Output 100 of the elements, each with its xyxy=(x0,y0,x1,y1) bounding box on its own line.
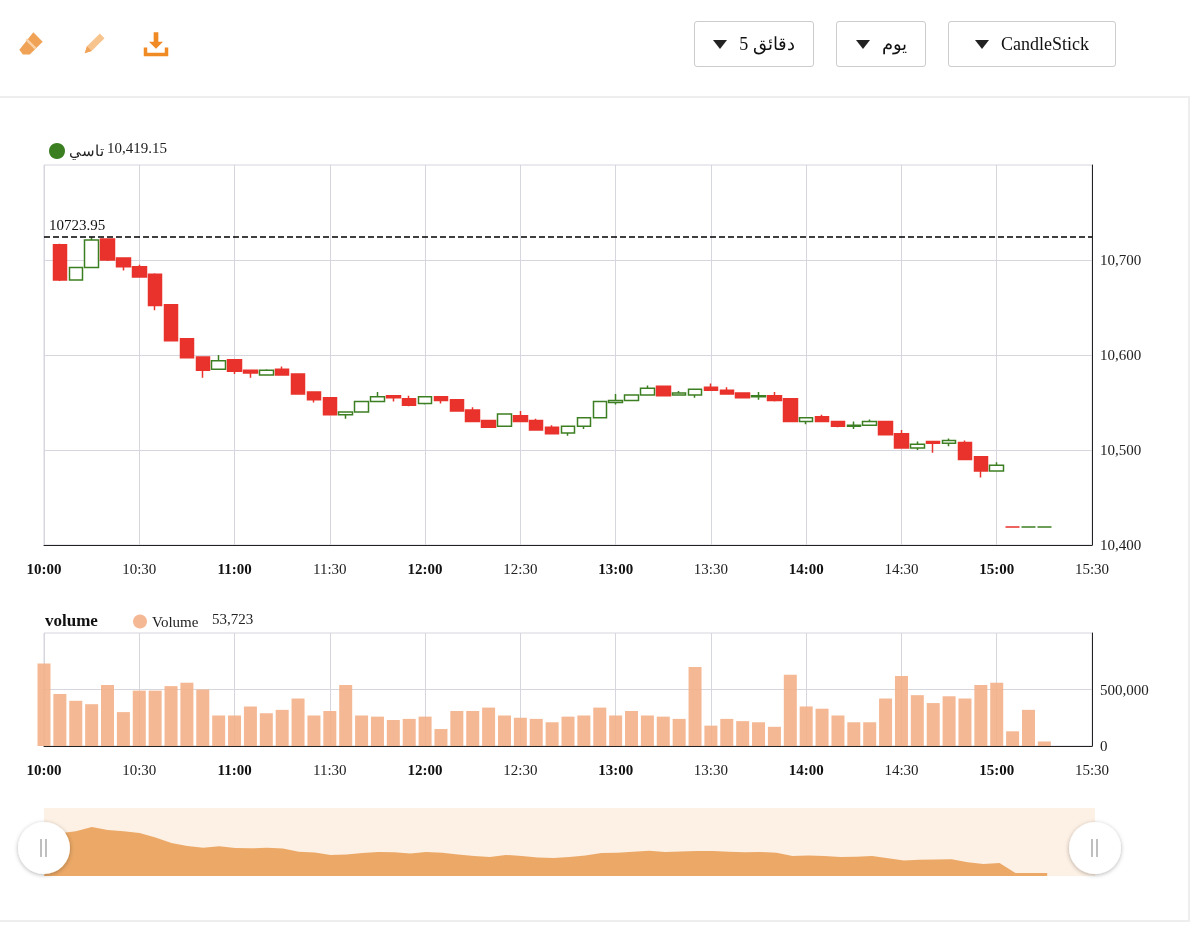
bar xyxy=(561,716,575,746)
candlestick xyxy=(274,365,290,376)
bar xyxy=(974,684,988,746)
x-tick-label: 10:30 xyxy=(122,560,157,577)
bar xyxy=(513,717,527,746)
bar xyxy=(815,708,829,746)
y-tick-label: 10,700 xyxy=(1100,252,1142,268)
bar xyxy=(259,713,273,746)
x-tick-label: 10:00 xyxy=(26,761,62,778)
bar xyxy=(625,710,639,746)
bar xyxy=(370,716,384,746)
text: 10,419.15 xyxy=(107,139,167,156)
bar xyxy=(879,698,893,746)
x-tick-label: 15:30 xyxy=(1074,560,1110,577)
bar xyxy=(752,722,766,746)
chart-title: volume xyxy=(45,611,99,630)
dropdown[interactable]: 5 دقائق xyxy=(694,21,814,67)
bar xyxy=(593,707,607,746)
x-tick-label: 11:00 xyxy=(217,560,252,577)
bar xyxy=(228,715,242,746)
candlestick xyxy=(179,338,195,359)
bar xyxy=(307,715,321,746)
bar xyxy=(656,716,670,746)
bar xyxy=(958,698,972,746)
x-tick-label: 11:00 xyxy=(217,761,252,778)
bar xyxy=(497,715,511,746)
text: 53,723 xyxy=(212,610,254,627)
y-tick-label: 500,000 xyxy=(1100,681,1149,698)
legend-label: تاسي xyxy=(69,143,104,160)
y-tick-label: 0 xyxy=(1100,738,1108,754)
dropdown[interactable]: يوم xyxy=(836,21,926,67)
bar xyxy=(910,695,924,746)
candlestick xyxy=(925,440,941,454)
bar xyxy=(577,715,591,746)
candlestick xyxy=(988,461,1005,472)
candlestick xyxy=(258,368,275,376)
bar xyxy=(132,690,146,746)
bar xyxy=(418,716,432,746)
x-tick-label: 14:30 xyxy=(884,761,919,778)
x-tick-label: 12:30 xyxy=(503,761,538,778)
bar xyxy=(799,706,813,746)
candlestick xyxy=(655,385,672,397)
x-tick-label: 13:30 xyxy=(693,761,728,778)
y-tick-label: 10,600 xyxy=(1100,347,1142,363)
x-tick-label: 13:30 xyxy=(693,560,728,577)
bar xyxy=(640,715,654,746)
x-tick-label: 15:00 xyxy=(979,560,1015,577)
bar xyxy=(942,696,956,746)
candlestick xyxy=(433,396,449,405)
bar xyxy=(212,715,226,746)
candlestick xyxy=(496,413,513,427)
dropdown[interactable]: CandleStick xyxy=(948,21,1116,67)
bar xyxy=(148,690,162,746)
candlestick xyxy=(322,397,338,416)
candlestick xyxy=(560,425,576,437)
bar xyxy=(1037,741,1051,746)
candlestick xyxy=(798,416,814,426)
bar xyxy=(529,718,543,746)
x-tick-label: 10:00 xyxy=(26,560,62,577)
x-tick-label: 10:30 xyxy=(122,761,157,778)
bar xyxy=(720,718,734,746)
ref-line-label: 10723.95 xyxy=(49,216,106,233)
bar xyxy=(926,703,940,746)
legend-label: Volume xyxy=(152,613,199,630)
y-tick-label: 10,400 xyxy=(1100,537,1142,553)
candlestick xyxy=(909,440,926,451)
x-tick-label: 12:00 xyxy=(407,761,443,778)
bar xyxy=(69,700,83,746)
x-tick-label: 11:30 xyxy=(313,761,347,778)
x-tick-label: 13:00 xyxy=(598,761,634,778)
bar xyxy=(339,684,353,746)
x-tick-label: 15:00 xyxy=(979,761,1015,778)
bar xyxy=(704,725,718,746)
x-tick-label: 14:30 xyxy=(884,560,919,577)
y-tick-label: 10,500 xyxy=(1100,442,1142,458)
bar xyxy=(101,684,115,746)
bar xyxy=(783,674,797,746)
candlestick xyxy=(703,382,719,391)
candlestick xyxy=(306,391,322,404)
x-tick-label: 12:00 xyxy=(407,560,443,577)
x-tick-label: 12:30 xyxy=(503,560,538,577)
bar xyxy=(402,718,416,746)
bar xyxy=(672,718,686,746)
candlestick xyxy=(957,439,973,461)
bar xyxy=(1021,709,1035,746)
bar xyxy=(767,726,781,746)
bar xyxy=(386,720,400,746)
bar xyxy=(609,715,623,746)
bar xyxy=(196,689,210,746)
bar xyxy=(243,706,257,746)
bar xyxy=(116,712,130,746)
x-tick-label: 14:00 xyxy=(788,761,824,778)
bar xyxy=(990,682,1004,746)
candlestick xyxy=(687,388,703,399)
x-tick-label: 11:30 xyxy=(313,560,347,577)
candlestick xyxy=(671,390,687,396)
bar xyxy=(1006,731,1020,746)
bar xyxy=(85,704,99,746)
bar xyxy=(291,698,305,746)
candlestick xyxy=(750,391,767,401)
